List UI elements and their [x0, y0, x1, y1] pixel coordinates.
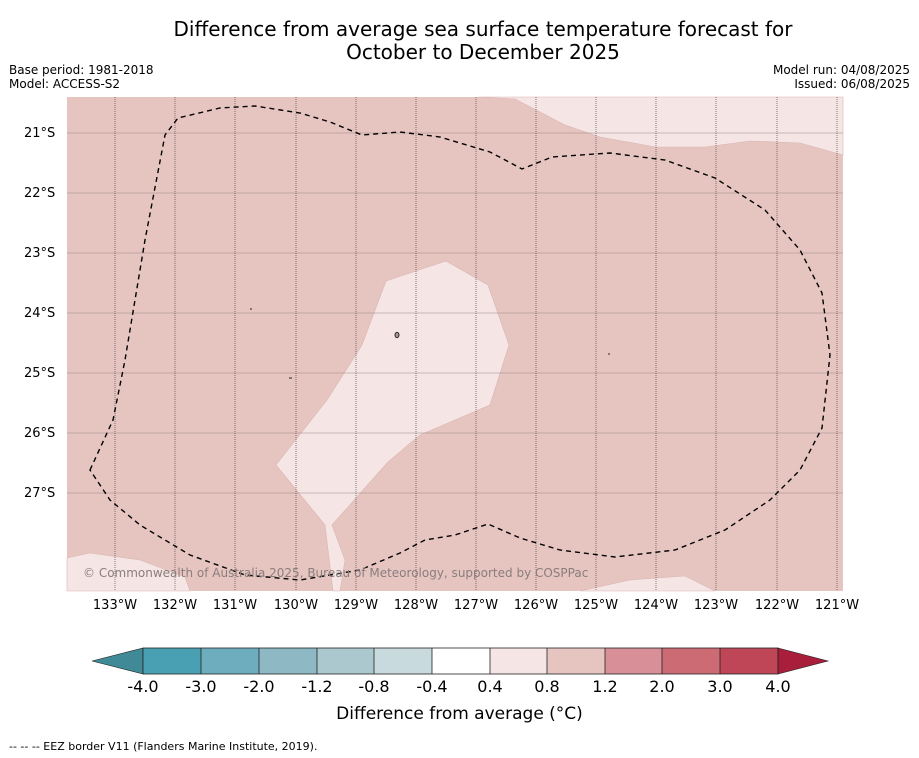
lon-label-124w: 124°W — [633, 598, 679, 613]
lat-label-23s: 23°S — [24, 246, 56, 261]
lat-label-22s: 22°S — [24, 186, 56, 201]
colorbar-bin-6 — [432, 648, 490, 674]
colorbar-above-max — [777, 647, 830, 675]
lon-label-131w: 131°W — [212, 598, 258, 613]
colorbar-tick-5: -0.8 — [358, 677, 390, 696]
colorbar-tick-6: -0.4 — [416, 677, 448, 696]
lon-label-122w: 122°W — [754, 598, 800, 613]
colorbar-bin-11 — [720, 648, 778, 674]
lon-label-127w: 127°W — [453, 598, 499, 613]
colorbar-below-min — [91, 647, 144, 675]
light-band-top-right — [477, 96, 844, 156]
colorbar-bin-4 — [317, 648, 374, 674]
colorbar-bin-2 — [201, 648, 259, 674]
colorbar-bin-5 — [374, 648, 432, 674]
issued-date: Issued: 06/08/2025 — [794, 77, 910, 91]
lat-label-24s: 24°S — [24, 306, 56, 321]
colorbar-bin-1 — [143, 648, 201, 674]
meta-right: Model run: 04/08/2025 Issued: 06/08/2025 — [773, 63, 910, 91]
colorbar-tick-2: -3.0 — [185, 677, 217, 696]
lon-label-126w: 126°W — [513, 598, 559, 613]
colorbar-tick-8: 0.8 — [534, 677, 560, 696]
lat-label-27s: 27°S — [24, 486, 56, 501]
colorbar-tick-3: -2.0 — [243, 677, 275, 696]
colorbar-bin-7 — [490, 648, 547, 674]
lon-label-123w: 123°W — [693, 598, 739, 613]
lon-label-129w: 129°W — [333, 598, 379, 613]
eez-legend-note: -- -- -- EEZ border V11 (Flanders Marine… — [9, 740, 318, 753]
lon-label-133w: 133°W — [92, 598, 138, 613]
meta-left: Base period: 1981-2018 Model: ACCESS-S2 — [9, 63, 154, 91]
lon-label-125w: 125°W — [573, 598, 619, 613]
colorbar-tick-10: 2.0 — [649, 677, 675, 696]
copyright-notice: © Commonwealth of Australia 2025, Bureau… — [83, 566, 589, 580]
model-run: Model run: 04/08/2025 — [772, 63, 910, 77]
colorbar — [91, 647, 830, 675]
light-band-bottom-right — [579, 575, 716, 592]
colorbar-tick-9: 1.2 — [592, 677, 618, 696]
island-marks — [250, 308, 610, 379]
base-period: Base period: 1981-2018 — [9, 63, 154, 77]
colorbar-bin-8 — [547, 648, 605, 674]
title-line-1: Difference from average sea surface temp… — [173, 17, 793, 41]
island-mark-1 — [394, 331, 400, 339]
colorbar-label: Difference from average (°C) — [336, 704, 583, 724]
lat-label-26s: 26°S — [24, 426, 56, 441]
colorbar-tick-4: -1.2 — [301, 677, 333, 696]
lat-gridlines — [67, 132, 843, 494]
lon-gridlines — [114, 97, 838, 591]
lat-label-21s: 21°S — [24, 126, 56, 141]
model-name: Model: ACCESS-S2 — [9, 77, 121, 91]
lon-label-128w: 128°W — [393, 598, 439, 613]
colorbar-tick-11: 3.0 — [707, 677, 733, 696]
colorbar-tick-7: 0.4 — [477, 677, 503, 696]
colorbar-bin-3 — [259, 648, 317, 674]
light-band-bottom-left — [66, 552, 191, 592]
colorbar-frame — [142, 647, 779, 675]
lon-label-130w: 130°W — [273, 598, 319, 613]
colorbar-tick-12: 4.0 — [765, 677, 791, 696]
colorbar-tick-1: -4.0 — [127, 677, 159, 696]
colorbar-bin-9 — [605, 648, 662, 674]
colorbar-bin-10 — [662, 648, 720, 674]
lat-label-25s: 25°S — [24, 366, 56, 381]
lon-label-121w: 121°W — [814, 598, 860, 613]
title-line-2: October to December 2025 — [346, 40, 620, 64]
colorbar-dividers — [200, 648, 721, 674]
light-band-center — [275, 260, 510, 592]
map-title: Difference from average sea surface temp… — [0, 18, 919, 64]
lon-label-132w: 132°W — [152, 598, 198, 613]
